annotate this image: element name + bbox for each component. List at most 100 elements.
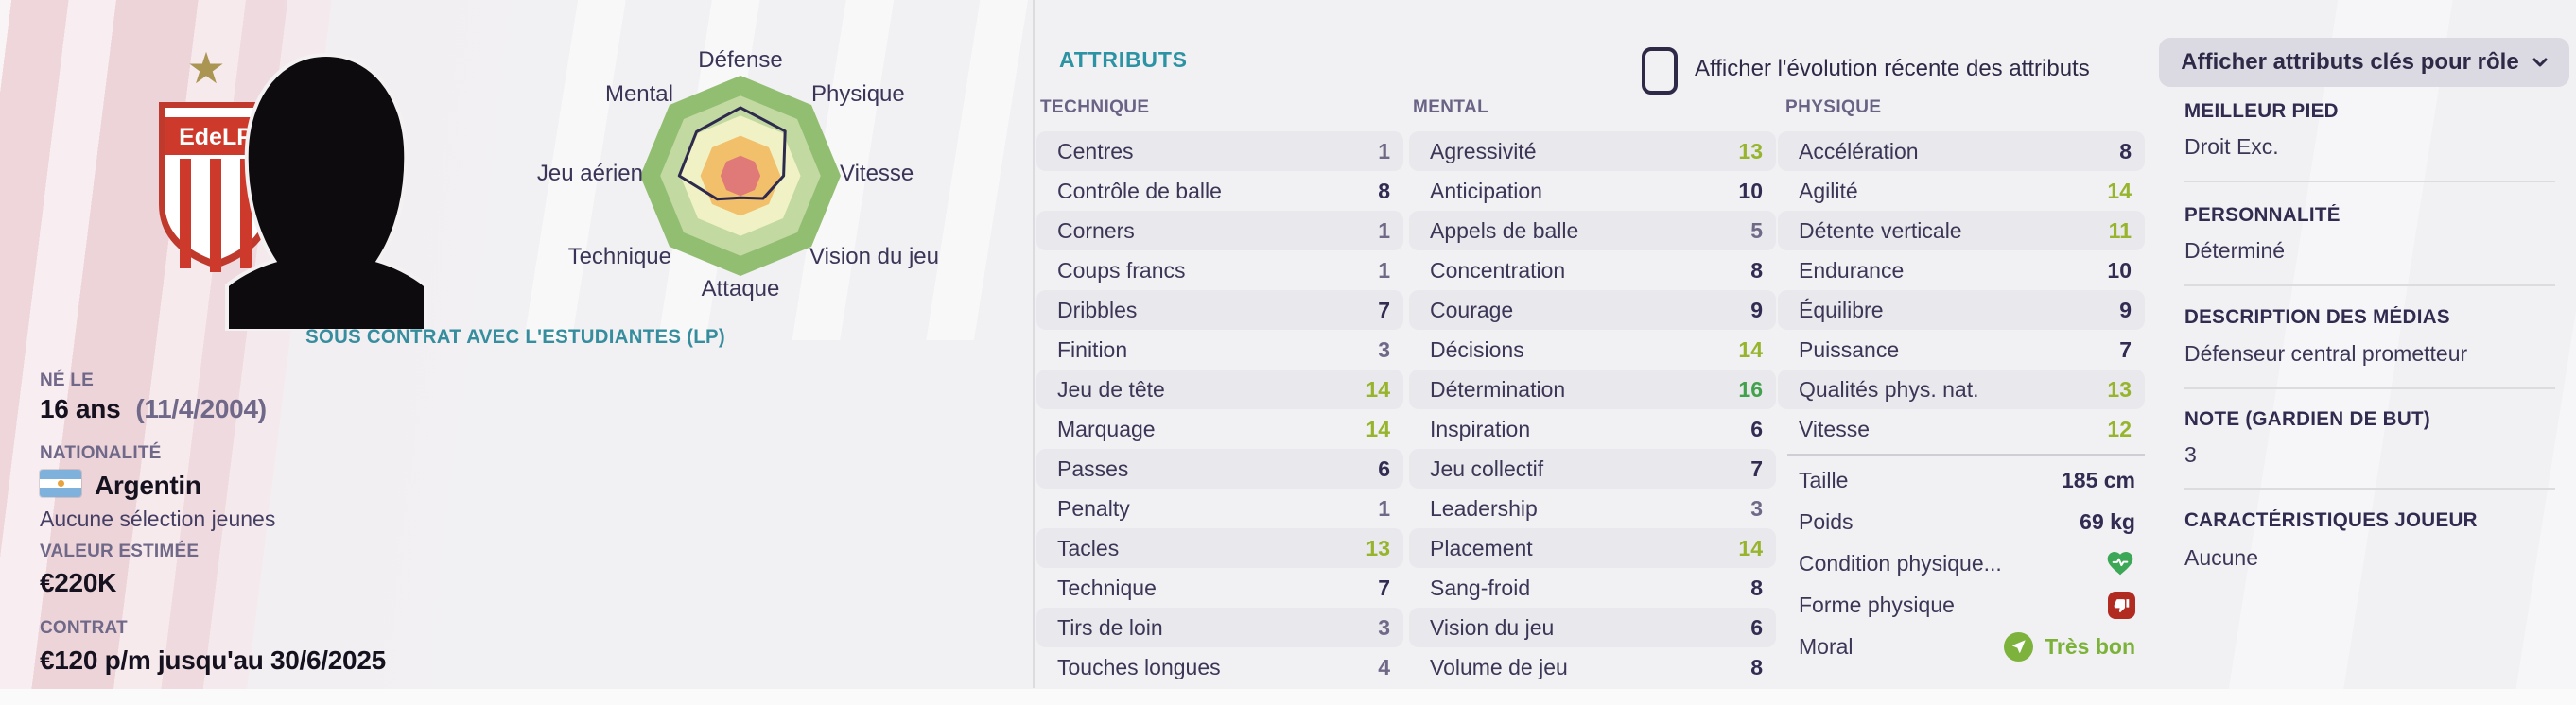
sidebar-diagonal-pattern bbox=[2166, 0, 2576, 705]
radar-axis-physique: Physique bbox=[811, 81, 905, 107]
estimated-value: €220K bbox=[40, 568, 117, 597]
attribute-label: Endurance bbox=[1799, 257, 1905, 283]
evolution-checkbox[interactable] bbox=[1642, 47, 1678, 95]
attribute-value: 6 bbox=[1750, 614, 1763, 640]
attribute-value: 7 bbox=[1378, 575, 1390, 600]
height-value: 185 cm bbox=[2061, 467, 2135, 492]
attribute-row: Courage 9 bbox=[1409, 290, 1776, 330]
attribute-value: 14 bbox=[1738, 535, 1763, 560]
attribute-row: Penalty 1 bbox=[1036, 489, 1403, 528]
age-value: 16 ans bbox=[40, 394, 121, 423]
attribute-label: Finition bbox=[1057, 336, 1128, 362]
attribute-value: 8 bbox=[1378, 178, 1390, 203]
attribute-value: 4 bbox=[1378, 654, 1390, 679]
attribute-row: Agressivité 13 bbox=[1409, 131, 1776, 171]
attribute-label: Vitesse bbox=[1799, 416, 1871, 441]
attribute-row: Leadership 3 bbox=[1409, 489, 1776, 528]
attribute-label: Agilité bbox=[1799, 178, 1858, 203]
thumbs-down-icon bbox=[2108, 591, 2135, 619]
personality-header: PERSONNALITÉ bbox=[2184, 204, 2341, 226]
attribute-value: 8 bbox=[2119, 138, 2132, 163]
birth-date: (11/4/2004) bbox=[135, 394, 267, 423]
role-attributes-dropdown-label: Afficher attributs clés pour rôle bbox=[2181, 49, 2519, 75]
attribute-label: Placement bbox=[1430, 535, 1533, 560]
attribute-row: Vision du jeu 6 bbox=[1409, 608, 1776, 647]
morale-row: Moral Très bon bbox=[1778, 626, 2145, 667]
attribute-label: Coups francs bbox=[1057, 257, 1186, 283]
attribute-label: Puissance bbox=[1799, 336, 1900, 362]
attribute-row: Concentration 8 bbox=[1409, 250, 1776, 290]
attribute-row: Puissance 7 bbox=[1778, 330, 2145, 370]
condition-row: Condition physique... bbox=[1778, 542, 2145, 584]
mental-column-header: MENTAL bbox=[1413, 97, 1489, 117]
attribute-row: Passes 6 bbox=[1036, 449, 1403, 489]
attribute-row: Vitesse 12 bbox=[1778, 409, 2145, 449]
attribute-value: 13 bbox=[1366, 535, 1390, 560]
attribute-label: Corners bbox=[1057, 217, 1135, 243]
attribute-label: Volume de jeu bbox=[1430, 654, 1568, 679]
chevron-down-icon bbox=[2532, 58, 2548, 67]
attribute-label: Passes bbox=[1057, 456, 1129, 481]
radar-axis-mental: Mental bbox=[604, 81, 673, 107]
attributes-section-title: ATTRIBUTS bbox=[1059, 47, 1188, 72]
estimated-value-label: VALEUR ESTIMÉE bbox=[40, 542, 200, 561]
attribute-value: 8 bbox=[1750, 575, 1763, 600]
attribute-label: Appels de balle bbox=[1430, 217, 1579, 243]
vertical-divider bbox=[1033, 0, 1035, 688]
attribute-label: Jeu collectif bbox=[1430, 456, 1544, 481]
evolution-checkbox-label[interactable]: Afficher l'évolution récente des attribu… bbox=[1695, 56, 2090, 81]
radar-axis-technique: Technique bbox=[567, 244, 671, 269]
weight-label: Poids bbox=[1799, 508, 1854, 534]
height-label: Taille bbox=[1799, 467, 1849, 492]
attribute-row: Tacles 13 bbox=[1036, 528, 1403, 568]
physique-column: Accélération 8 Agilité 14 Détente vertical… bbox=[1778, 131, 2145, 449]
player-silhouette bbox=[225, 52, 427, 331]
attribute-label: Décisions bbox=[1430, 336, 1524, 362]
condition-label: Condition physique... bbox=[1799, 550, 2002, 576]
attribute-label: Équilibre bbox=[1799, 297, 1884, 322]
attribute-value: 10 bbox=[1738, 178, 1763, 203]
sidebar-divider bbox=[2184, 284, 2555, 286]
sharpness-label: Forme physique bbox=[1799, 592, 1955, 617]
attribute-radar-chart bbox=[635, 70, 846, 282]
attribute-value: 1 bbox=[1378, 257, 1390, 283]
attribute-row: Appels de balle 5 bbox=[1409, 211, 1776, 250]
attribute-value: 3 bbox=[1378, 336, 1390, 362]
bottom-edge-band bbox=[0, 689, 2576, 705]
sidebar-divider bbox=[2184, 387, 2555, 389]
attribute-row: Finition 3 bbox=[1036, 330, 1403, 370]
attribute-value: 14 bbox=[1366, 416, 1390, 441]
radar-axis-defense: Défense bbox=[698, 47, 783, 73]
attribute-value: 3 bbox=[1378, 614, 1390, 640]
attribute-value: 14 bbox=[1366, 376, 1390, 402]
role-attributes-dropdown[interactable]: Afficher attributs clés pour rôle bbox=[2159, 38, 2569, 87]
attribute-label: Sang-froid bbox=[1430, 575, 1531, 600]
sharpness-row: Forme physique bbox=[1778, 584, 2145, 626]
sidebar-divider bbox=[2184, 488, 2555, 490]
attribute-row: Équilibre 9 bbox=[1778, 290, 2145, 330]
gk-rating-header: NOTE (GARDIEN DE BUT) bbox=[2184, 408, 2430, 430]
attribute-row: Dribbles 7 bbox=[1036, 290, 1403, 330]
best-foot-value: Droit Exc. bbox=[2184, 134, 2279, 159]
attribute-value: 7 bbox=[2119, 336, 2132, 362]
attribute-label: Leadership bbox=[1430, 495, 1538, 521]
radar-axis-jeu-aerien: Jeu aérien bbox=[536, 161, 643, 186]
attribute-label: Contrôle de balle bbox=[1057, 178, 1222, 203]
attribute-value: 1 bbox=[1378, 217, 1390, 243]
attribute-row: Marquage 14 bbox=[1036, 409, 1403, 449]
attribute-row: Jeu de tête 14 bbox=[1036, 370, 1403, 409]
attribute-value: 11 bbox=[2108, 217, 2132, 243]
attribute-row: Sang-froid 8 bbox=[1409, 568, 1776, 608]
attribute-label: Détermination bbox=[1430, 376, 1566, 402]
attribute-value: 1 bbox=[1378, 138, 1390, 163]
attribute-row: Endurance 10 bbox=[1778, 250, 2145, 290]
attribute-label: Accélération bbox=[1799, 138, 1919, 163]
attribute-value: 3 bbox=[1750, 495, 1763, 521]
technique-column: Centres 1 Contrôle de balle 8 Corners 1 Cou… bbox=[1036, 131, 1403, 687]
physical-info-list: Taille 185 cm Poids 69 kg Condition phys… bbox=[1778, 459, 2145, 667]
nationality-label: NATIONALITÉ bbox=[40, 443, 162, 463]
attribute-row: Anticipation 10 bbox=[1409, 171, 1776, 211]
attribute-value: 14 bbox=[1738, 336, 1763, 362]
weight-value: 69 kg bbox=[2080, 508, 2135, 534]
attribute-label: Technique bbox=[1057, 575, 1157, 600]
